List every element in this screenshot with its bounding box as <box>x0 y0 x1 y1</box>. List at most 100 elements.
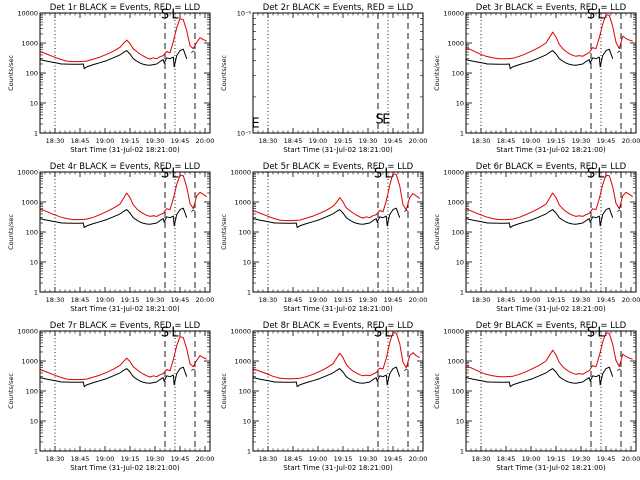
detector-panel-5: Det 5r BLACK = Events, RED = LLD Counts/s… <box>220 162 427 313</box>
panel-title: Det 1r BLACK = Events, RED = LLD <box>50 3 201 13</box>
x-tick-label: 19:00 <box>96 455 115 463</box>
x-tick-label: 20:00 <box>622 455 640 463</box>
panel-annotation: E <box>382 112 390 127</box>
x-tick-label: 18:45 <box>71 137 90 145</box>
detector-panel-7: Det 7r BLACK = Events, RED = LLD Counts/s… <box>7 321 214 472</box>
x-tick-label: 18:30 <box>46 296 65 304</box>
y-tick-label: 10 <box>456 418 464 426</box>
y-tick-label: 1 <box>34 289 38 297</box>
x-tick-label: 19:00 <box>522 137 541 145</box>
plot-frame <box>465 330 637 452</box>
x-tick-label: 20:00 <box>409 455 428 463</box>
panel-annotation: ^ <box>190 49 197 58</box>
detector-panel-4: Det 4r BLACK = Events, RED = LLD Counts/s… <box>7 162 214 313</box>
events-rate-line <box>465 207 614 229</box>
x-tick-label: 20:00 <box>409 137 428 145</box>
detector-panel-2: Det 2r BLACK = Events, RED = LLD Counts/s… <box>220 3 427 154</box>
panel-annotation: ^ <box>403 367 410 376</box>
y-tick-label: 1000 <box>447 358 464 366</box>
x-tick-label: 19:30 <box>359 296 378 304</box>
x-tick-label: 19:45 <box>597 296 616 304</box>
panel-annotation: L <box>171 325 179 340</box>
events-rate-line <box>39 48 188 70</box>
x-tick-label: 19:30 <box>359 455 378 463</box>
x-tick-label: 19:15 <box>334 137 353 145</box>
plot-frame <box>252 330 424 452</box>
y-tick-label: 10000 <box>17 328 38 336</box>
panel-annotation: ^ <box>403 208 410 217</box>
panel-title: Det 3r BLACK = Events, RED = LLD <box>476 3 627 13</box>
x-tick-label: 20:00 <box>622 296 640 304</box>
x-tick-label: 19:15 <box>547 296 566 304</box>
lld-rate-line <box>465 174 633 221</box>
y-tick-label: 100 <box>26 229 38 237</box>
plot-frame <box>465 171 637 293</box>
y-tick-label: 1 <box>247 289 251 297</box>
y-tick-label: 10000 <box>230 169 251 177</box>
y-tick-label: 10000 <box>230 328 251 336</box>
panel-annotation: S <box>374 166 382 181</box>
x-tick-label: 19:45 <box>597 137 616 145</box>
x-tick-label: 19:30 <box>572 296 591 304</box>
x-tick-label: 18:30 <box>259 455 278 463</box>
panel-annotation: S <box>161 7 169 22</box>
lld-rate-line <box>39 18 207 63</box>
x-axis-label: Start Time (31-Jul-02 18:21:00) <box>283 464 393 472</box>
y-tick-label: 10 <box>30 100 38 108</box>
panel-annotation: ^ <box>190 208 197 217</box>
x-tick-label: 18:30 <box>259 296 278 304</box>
x-tick-label: 19:00 <box>522 455 541 463</box>
x-tick-label: 18:30 <box>46 455 65 463</box>
y-tick-label: 10 <box>30 418 38 426</box>
detector-panel-1: Det 1r BLACK = Events, RED = LLD Counts/s… <box>7 3 214 154</box>
x-axis-label: Start Time (31-Jul-02 18:21:00) <box>283 305 393 313</box>
y-tick-label: 1000 <box>21 358 38 366</box>
y-tick-label: 10 <box>456 259 464 267</box>
y-tick-label: 10000 <box>443 169 464 177</box>
x-tick-label: 19:00 <box>96 296 115 304</box>
x-tick-label: 19:15 <box>121 296 140 304</box>
events-rate-line <box>39 366 188 388</box>
y-tick-label: 10000 <box>17 169 38 177</box>
panel-annotation: S <box>161 325 169 340</box>
panel-annotation: L <box>171 166 179 181</box>
x-tick-label: 18:45 <box>71 296 90 304</box>
panel-annotation: L <box>171 7 179 22</box>
lld-rate-line <box>252 331 420 380</box>
panel-annotation: L <box>384 166 392 181</box>
x-tick-label: 18:45 <box>71 455 90 463</box>
y-tick-label: 100 <box>239 388 251 396</box>
panel-annotation: ^ <box>616 367 623 376</box>
x-tick-label: 19:00 <box>309 296 328 304</box>
detector-panel-9: Det 9r BLACK = Events, RED = LLD Counts/s… <box>433 321 640 472</box>
y-tick-label: 1000 <box>21 199 38 207</box>
y-tick-label: 1 <box>460 289 464 297</box>
detector-panel-6: Det 6r BLACK = Events, RED = LLD Counts/s… <box>433 162 640 313</box>
y-tick-label: 1 <box>247 448 251 456</box>
panel-title: Det 4r BLACK = Events, RED = LLD <box>50 162 201 172</box>
y-tick-label: 1 <box>34 448 38 456</box>
x-tick-label: 19:45 <box>171 296 190 304</box>
x-axis-label: Start Time (31-Jul-02 18:21:00) <box>70 305 180 313</box>
x-tick-label: 19:45 <box>384 296 403 304</box>
x-tick-label: 19:45 <box>384 455 403 463</box>
y-tick-label: 10000 <box>443 328 464 336</box>
plot-frame <box>252 171 424 293</box>
lld-rate-line <box>252 173 421 222</box>
y-tick-label: 100 <box>452 229 464 237</box>
panel-annotation: S <box>161 166 169 181</box>
y-tick-label: 100 <box>452 388 464 396</box>
x-tick-label: 18:45 <box>497 296 516 304</box>
x-tick-label: 19:00 <box>309 137 328 145</box>
plot-frame <box>39 12 211 134</box>
y-tick-label: 10⁻⁵ <box>237 130 252 138</box>
y-axis-label: Counts/sec <box>220 373 228 409</box>
y-axis-label: Counts/sec <box>433 373 441 409</box>
x-tick-label: 19:45 <box>384 137 403 145</box>
y-tick-label: 1000 <box>234 358 251 366</box>
panel-annotation: S <box>587 166 595 181</box>
x-axis-label: Start Time (31-Jul-02 18:21:00) <box>70 464 180 472</box>
x-axis-label: Start Time (31-Jul-02 18:21:00) <box>283 146 393 154</box>
x-tick-label: 19:45 <box>171 455 190 463</box>
